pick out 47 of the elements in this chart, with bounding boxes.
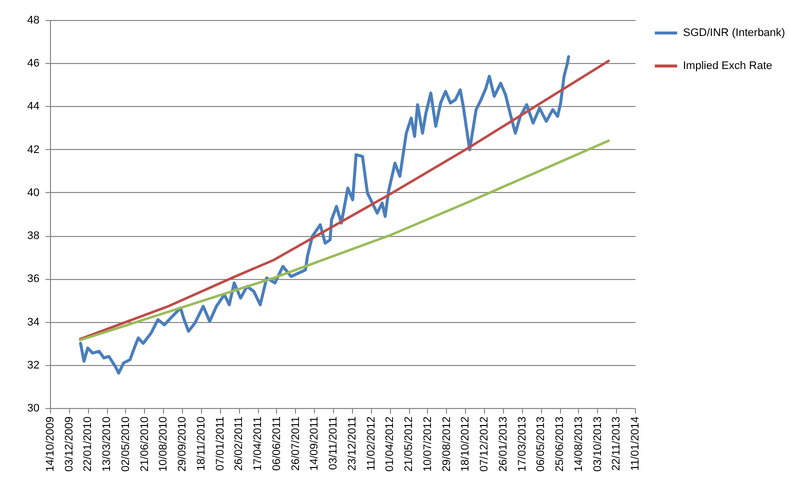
y-tick-label: 46 [27, 58, 40, 70]
y-tick-label: 38 [27, 230, 40, 242]
x-tick-label: 11/01/2014 [630, 416, 642, 471]
x-tick-label: 06/05/2013 [535, 416, 548, 472]
legend-label: SGD/INR (Interbank) [683, 27, 786, 39]
x-tick-label: 21/06/2010 [138, 416, 151, 472]
x-tick-label: 13/03/2010 [101, 416, 114, 472]
x-tick-label: 22/11/2013 [610, 416, 623, 471]
x-tick-label: 26/02/2011 [233, 416, 246, 471]
line-series [79, 55, 570, 375]
line-series [78, 139, 610, 342]
y-tick-label: 42 [27, 144, 40, 156]
y-tick-label: 34 [27, 316, 40, 328]
x-tick-label: 21/05/2012 [403, 416, 416, 472]
x-tick-label: 07/01/2011 [214, 416, 226, 471]
x-tick-label: 03/10/2013 [592, 416, 604, 472]
x-tick-label: 11/02/2012 [365, 416, 378, 471]
x-tick-label: 18/10/2012 [460, 416, 472, 472]
x-tick-label: 03/11/2011 [328, 416, 340, 470]
x-tick-label: 26/01/2013 [497, 416, 510, 472]
x-tick-label: 10/08/2010 [158, 416, 170, 472]
x-tick-label: 25/06/2013 [554, 416, 566, 472]
x-tick-label: 26/07/2011 [290, 416, 302, 471]
x-tick-label: 10/07/2012 [422, 416, 434, 472]
x-tick-label: 14/08/2013 [572, 416, 585, 472]
x-tick-label: 29/08/2012 [440, 416, 453, 472]
x-tick-label: 01/04/2012 [384, 416, 396, 472]
x-tick-label: 29/09/2010 [176, 416, 189, 472]
x-tick-label: 03/12/2009 [63, 416, 76, 472]
y-tick-label: 44 [27, 100, 40, 113]
x-tick-label: 22/01/2010 [82, 416, 94, 472]
y-tick-label: 32 [27, 359, 40, 372]
y-tick-label: 48 [27, 14, 40, 26]
x-tick-label: 02/05/2010 [120, 416, 132, 472]
y-tick-label: 30 [27, 402, 40, 414]
x-tick-label: 17/04/2011 [252, 416, 264, 471]
legend-label: Implied Exch Rate [683, 60, 772, 72]
x-tick-label: 06/06/2011 [270, 416, 283, 471]
x-tick-label: 07/12/2012 [478, 416, 491, 472]
x-tick-label: 14/09/2011 [308, 416, 321, 471]
y-tick-label: 36 [27, 273, 40, 286]
line-series [78, 60, 610, 340]
x-tick-label: 18/11/2010 [195, 416, 208, 471]
x-tick-label: 23/12/2011 [346, 416, 358, 471]
x-tick-label: 17/03/2013 [516, 416, 528, 472]
y-tick-label: 40 [27, 186, 40, 199]
x-tick-label: 14/10/2009 [44, 416, 56, 472]
